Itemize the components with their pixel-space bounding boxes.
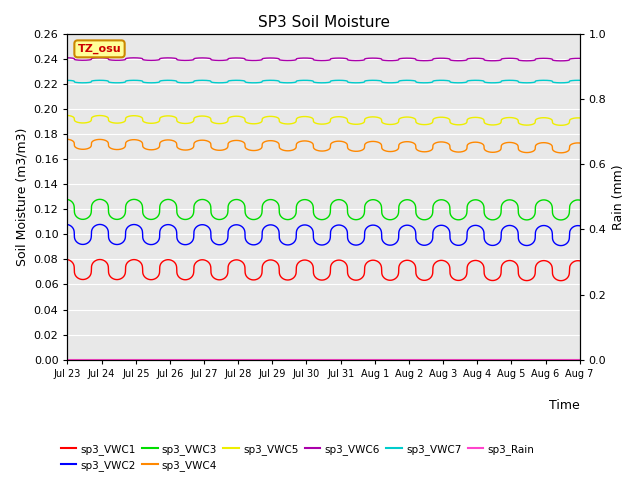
sp3_VWC5	[371, 114, 378, 120]
sp3_VWC1	[397, 260, 404, 266]
sp3_Rain	[446, 357, 454, 362]
sp3_Rain	[371, 357, 378, 362]
Line: sp3_VWC7: sp3_VWC7	[67, 80, 580, 83]
sp3_VWC6	[63, 55, 71, 60]
sp3_VWC2	[446, 229, 454, 235]
sp3_VWC6	[576, 56, 584, 61]
sp3_VWC5	[484, 122, 492, 128]
sp3_VWC5	[397, 115, 404, 121]
sp3_VWC7	[259, 78, 267, 84]
Line: sp3_VWC5: sp3_VWC5	[67, 115, 580, 125]
sp3_Rain	[63, 357, 71, 362]
sp3_VWC6	[371, 55, 378, 61]
sp3_VWC1	[96, 257, 104, 263]
sp3_VWC3	[157, 201, 164, 207]
sp3_Rain	[259, 357, 267, 362]
sp3_VWC5	[446, 117, 454, 122]
sp3_VWC5	[259, 115, 267, 121]
sp3_VWC2	[157, 226, 164, 232]
sp3_VWC3	[371, 197, 379, 203]
sp3_VWC3	[259, 201, 267, 206]
sp3_VWC2	[371, 222, 379, 228]
sp3_VWC7	[371, 77, 379, 83]
sp3_VWC7	[485, 80, 493, 85]
sp3_VWC4	[576, 140, 584, 146]
sp3_VWC7	[403, 77, 411, 83]
sp3_VWC6	[557, 58, 565, 64]
sp3_VWC6	[484, 58, 492, 63]
sp3_Rain	[484, 357, 492, 362]
sp3_VWC4	[371, 139, 378, 144]
sp3_VWC5	[576, 115, 584, 121]
sp3_VWC2	[96, 222, 104, 228]
sp3_VWC7	[576, 77, 584, 83]
sp3_VWC1	[576, 258, 584, 264]
sp3_VWC5	[157, 115, 164, 120]
Line: sp3_VWC4: sp3_VWC4	[67, 139, 580, 153]
Text: TZ_osu: TZ_osu	[77, 44, 122, 54]
sp3_VWC2	[63, 222, 71, 228]
sp3_VWC6	[259, 56, 267, 61]
sp3_Rain	[397, 357, 404, 362]
sp3_VWC1	[63, 257, 71, 263]
Y-axis label: Soil Moisture (m3/m3): Soil Moisture (m3/m3)	[15, 128, 28, 266]
sp3_VWC5	[63, 112, 71, 118]
sp3_VWC1	[557, 278, 564, 284]
sp3_VWC6	[397, 56, 404, 61]
Title: SP3 Soil Moisture: SP3 Soil Moisture	[257, 15, 390, 30]
Line: sp3_VWC6: sp3_VWC6	[67, 58, 580, 61]
sp3_VWC2	[576, 223, 584, 228]
sp3_VWC1	[485, 276, 493, 282]
sp3_VWC4	[63, 136, 71, 142]
sp3_VWC1	[446, 264, 454, 270]
sp3_VWC7	[157, 78, 164, 84]
sp3_VWC3	[485, 216, 493, 222]
sp3_VWC4	[259, 140, 267, 145]
sp3_VWC4	[157, 139, 164, 145]
sp3_VWC2	[557, 243, 564, 249]
sp3_VWC1	[157, 261, 164, 267]
sp3_VWC7	[79, 80, 86, 85]
sp3_VWC3	[96, 196, 104, 202]
sp3_VWC7	[63, 77, 71, 83]
sp3_VWC6	[446, 56, 454, 62]
sp3_VWC6	[157, 56, 164, 61]
sp3_VWC2	[485, 241, 493, 247]
Line: sp3_VWC1: sp3_VWC1	[67, 260, 580, 281]
sp3_VWC3	[446, 204, 454, 210]
sp3_VWC1	[259, 261, 267, 267]
sp3_VWC3	[63, 197, 71, 203]
Text: Time: Time	[549, 399, 580, 412]
Line: sp3_VWC3: sp3_VWC3	[67, 199, 580, 220]
sp3_VWC1	[371, 257, 379, 263]
sp3_VWC7	[446, 78, 454, 84]
sp3_VWC2	[397, 225, 404, 231]
sp3_VWC4	[446, 142, 454, 148]
sp3_VWC4	[397, 140, 404, 146]
sp3_Rain	[576, 357, 584, 362]
Line: sp3_VWC2: sp3_VWC2	[67, 225, 580, 246]
Legend: sp3_VWC1, sp3_VWC2, sp3_VWC3, sp3_VWC4, sp3_VWC5, sp3_VWC6, sp3_VWC7, sp3_Rain: sp3_VWC1, sp3_VWC2, sp3_VWC3, sp3_VWC4, …	[56, 439, 538, 475]
sp3_VWC3	[557, 217, 564, 223]
sp3_VWC2	[259, 226, 267, 232]
sp3_VWC3	[397, 200, 404, 205]
sp3_VWC3	[576, 197, 584, 203]
sp3_Rain	[157, 357, 164, 362]
sp3_VWC7	[397, 78, 404, 84]
sp3_VWC4	[557, 150, 565, 156]
sp3_VWC5	[557, 122, 565, 128]
sp3_VWC4	[484, 149, 492, 155]
Y-axis label: Rain (mm): Rain (mm)	[612, 164, 625, 229]
